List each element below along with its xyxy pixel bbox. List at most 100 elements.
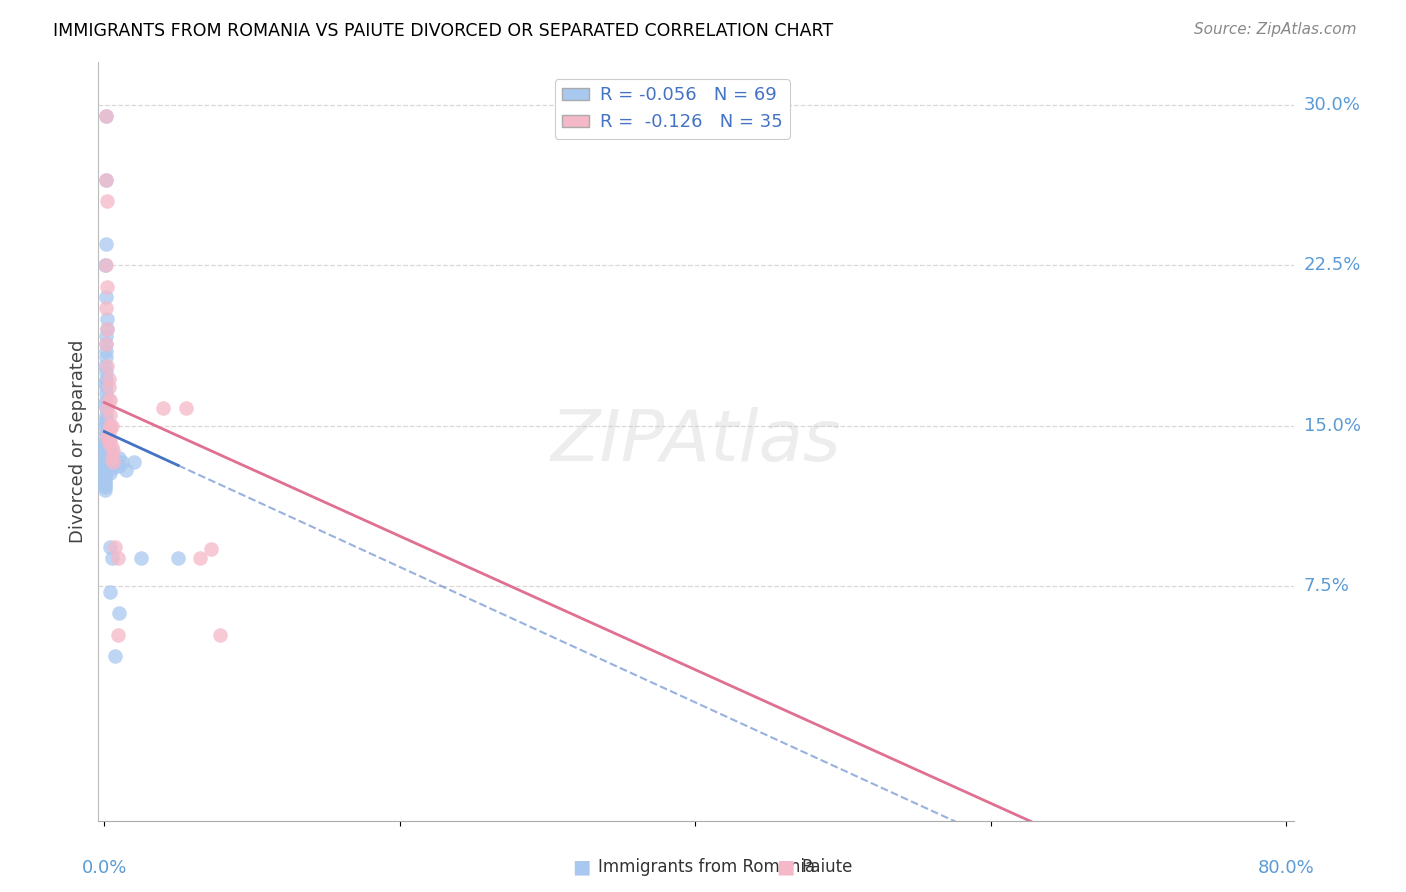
Point [94,371,117,385]
Point [96,194,118,209]
Point [97,392,120,407]
Point [98,418,121,433]
Point [94,418,117,433]
Point [94,472,117,486]
Point [94,429,117,443]
Point [94,459,117,474]
Point [94,461,117,475]
Point [94,474,117,488]
Point [96,386,118,401]
Point [94,427,117,442]
Point [100,452,122,467]
Text: 0.0%: 0.0% [82,859,127,877]
Point [94,446,117,460]
Point [96,359,118,373]
Point [94,397,117,411]
Point [167,550,190,565]
Point [94,444,117,458]
Point [115,463,138,477]
Point [94,412,117,426]
Point [94,237,117,252]
Point [94,483,117,497]
Text: 30.0%: 30.0% [1303,96,1361,114]
Point [98,418,121,433]
Point [103,457,125,471]
Point [94,466,117,480]
Point [98,466,121,480]
Point [100,461,122,475]
Point [129,550,152,565]
Legend: R = -0.056   N = 69, R =  -0.126   N = 35: R = -0.056 N = 69, R = -0.126 N = 35 [554,79,790,138]
Point [107,550,129,565]
Point [94,301,117,315]
Point [94,392,117,407]
Point [100,450,122,465]
Point [94,450,117,465]
Text: IMMIGRANTS FROM ROMANIA VS PAIUTE DIVORCED OR SEPARATED CORRELATION CHART: IMMIGRANTS FROM ROMANIA VS PAIUTE DIVORC… [53,22,834,40]
Point [108,459,131,474]
Point [107,628,129,642]
Point [97,440,120,454]
Text: 80.0%: 80.0% [1258,859,1315,877]
Point [94,478,117,492]
Point [94,470,117,484]
Point [94,290,117,304]
Text: 22.5%: 22.5% [1303,256,1361,275]
Point [98,434,121,448]
Text: ■: ■ [776,857,794,877]
Point [97,435,120,450]
Point [94,328,117,343]
Point [94,258,117,272]
Text: 15.0%: 15.0% [1303,417,1361,434]
Point [122,455,145,469]
Point [97,380,120,394]
Point [100,550,122,565]
Point [111,455,134,469]
Point [94,457,117,471]
Point [100,418,122,433]
Point [94,408,117,422]
Point [98,423,121,437]
Point [97,434,120,448]
Point [96,322,118,336]
Point [96,311,118,326]
Point [96,322,118,336]
Point [94,380,117,394]
Text: ZIPAtlas: ZIPAtlas [551,407,841,476]
Point [94,337,117,351]
Text: Immigrants from Romania: Immigrants from Romania [598,858,814,876]
Point [103,444,125,458]
Point [200,542,222,557]
Y-axis label: Divorced or Separated: Divorced or Separated [69,340,87,543]
Point [104,541,127,555]
Point [108,450,131,465]
Point [94,401,117,416]
Point [94,414,117,428]
Point [208,628,231,642]
Point [94,440,117,454]
Point [94,476,117,491]
Point [96,279,118,293]
Point [94,463,117,477]
Point [94,452,117,467]
Text: Source: ZipAtlas.com: Source: ZipAtlas.com [1194,22,1357,37]
Point [97,371,120,385]
Point [98,408,121,422]
Point [188,550,211,565]
Point [94,365,117,379]
Point [94,423,117,437]
Point [108,607,131,621]
Point [98,392,121,407]
Point [94,173,117,187]
Point [104,649,127,664]
Point [96,401,118,416]
Point [152,401,174,416]
Point [100,440,122,454]
Point [98,541,121,555]
Point [94,480,117,494]
Point [103,455,125,469]
Point [94,337,117,351]
Point [96,429,118,443]
Point [94,109,117,123]
Point [94,173,117,187]
